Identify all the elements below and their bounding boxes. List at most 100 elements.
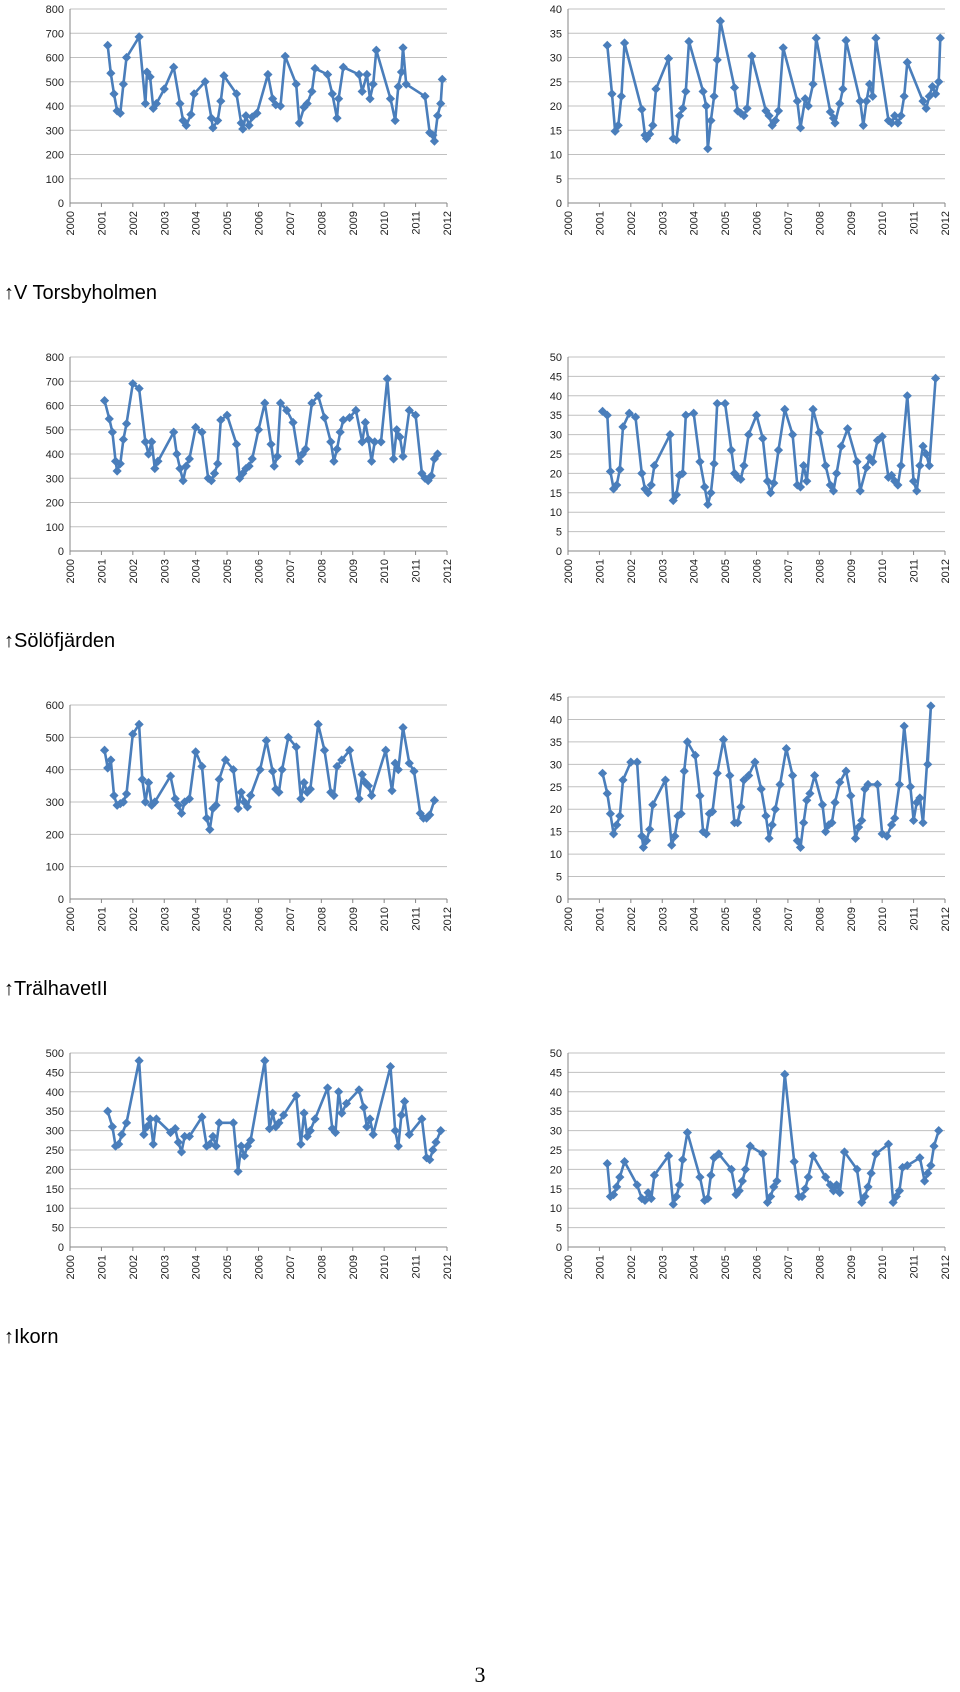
data-point [854, 822, 864, 832]
data-point [750, 757, 760, 767]
data-point [830, 797, 840, 808]
data-point [357, 86, 367, 97]
data-point [720, 398, 730, 409]
data-point [150, 797, 160, 807]
data-point [140, 98, 150, 109]
y-tick-label: 15 [550, 125, 562, 137]
x-tick-label: 2004 [191, 559, 203, 583]
data-point [367, 790, 377, 801]
x-tick-label: 2009 [348, 559, 360, 583]
y-tick-label: 15 [550, 827, 562, 839]
data-point [305, 1126, 315, 1136]
y-tick-label: 10 [550, 150, 562, 162]
x-tick-label: 2010 [877, 907, 889, 931]
data-point [802, 795, 812, 805]
data-point [170, 1124, 180, 1134]
x-tick-label: 2005 [222, 559, 234, 583]
x-tick-label: 2009 [348, 1255, 360, 1279]
data-point [432, 111, 443, 121]
data-point [332, 444, 342, 454]
data-point [792, 96, 802, 106]
data-point [393, 82, 403, 92]
x-tick-label: 2005 [720, 559, 732, 583]
x-tick-label: 2012 [442, 907, 454, 931]
x-tick-label: 2005 [222, 907, 234, 931]
data-point [808, 79, 818, 89]
chart-svg: 0 5 10 15 20 25 30 35 40 45 2000 2001 2002 2003 2004 20… [550, 692, 952, 931]
data-point [897, 1162, 908, 1173]
data-point [176, 1147, 187, 1157]
chart-svg: 0 100 200 300 400 500 600 700 800 2000 2001 2002 200… [46, 352, 454, 583]
data-point [107, 1122, 118, 1132]
x-tick-label: 2008 [814, 559, 826, 583]
data-point [773, 106, 784, 116]
data-point [134, 32, 144, 42]
data-point [810, 770, 820, 781]
y-tick-label: 600 [46, 53, 64, 65]
data-point [137, 774, 147, 784]
data-point [260, 1056, 270, 1066]
data-point [420, 91, 430, 101]
data-point [140, 797, 150, 807]
data-point [436, 98, 446, 109]
data-point [718, 735, 729, 745]
data-point [852, 1164, 862, 1174]
data-point [671, 1191, 681, 1202]
data-point [894, 779, 905, 790]
x-tick-label: 2002 [128, 559, 140, 583]
data-point [921, 103, 931, 114]
data-point [927, 82, 938, 92]
data-point [926, 701, 936, 711]
data-point [103, 763, 113, 773]
section-label-solofjarden: ↑Sölöfjärden [4, 629, 115, 653]
y-tick-label: 45 [550, 692, 562, 704]
data-point [275, 101, 286, 111]
x-tick-label: 2001 [594, 907, 606, 931]
data-point [915, 461, 925, 471]
data-point [268, 94, 278, 104]
series-line [606, 19, 942, 150]
data-point [660, 775, 670, 785]
data-point [231, 439, 242, 449]
data-point [896, 111, 906, 121]
y-tick-label: 200 [46, 1164, 64, 1176]
x-tick-label: 2000 [65, 1255, 77, 1279]
x-tick-label: 2001 [96, 1255, 108, 1279]
x-tick-label: 2003 [159, 211, 171, 235]
data-point [729, 82, 740, 93]
data-point [393, 765, 403, 775]
data-point [789, 1157, 799, 1167]
data-point [319, 745, 330, 755]
data-point [649, 1170, 659, 1180]
data-point [305, 784, 315, 794]
data-point [703, 144, 713, 154]
data-point [169, 427, 179, 437]
data-point [118, 797, 129, 807]
x-tick-label: 2006 [254, 559, 266, 583]
y-tick-label: 30 [550, 759, 562, 771]
data-point [332, 113, 342, 123]
data-point [268, 1108, 278, 1118]
data-point [924, 461, 934, 471]
x-tick-label: 2001 [594, 1255, 606, 1279]
y-tick-label: 0 [556, 198, 562, 210]
x-tick-label: 2005 [720, 907, 732, 931]
data-point [330, 1127, 341, 1138]
x-tick-label: 2001 [96, 907, 108, 931]
data-point [605, 466, 616, 477]
data-point [429, 795, 440, 805]
chart-ikorn-left: 0 50 100 150 200 250 300 350 400 450 500 2000 2001 20… [30, 1044, 455, 1289]
x-tick-label: 2012 [940, 559, 952, 583]
data-point [118, 79, 129, 89]
data-point [310, 63, 320, 74]
data-point [766, 488, 776, 498]
data-point [329, 790, 339, 801]
data-point [103, 40, 113, 50]
x-tick-label: 2008 [316, 907, 328, 931]
y-tick-label: 35 [550, 1106, 562, 1118]
data-point [701, 101, 711, 111]
data-point [835, 98, 845, 109]
data-point [682, 1127, 692, 1138]
page-number: 3 [474, 1662, 486, 1687]
x-tick-label: 2005 [222, 1255, 234, 1279]
